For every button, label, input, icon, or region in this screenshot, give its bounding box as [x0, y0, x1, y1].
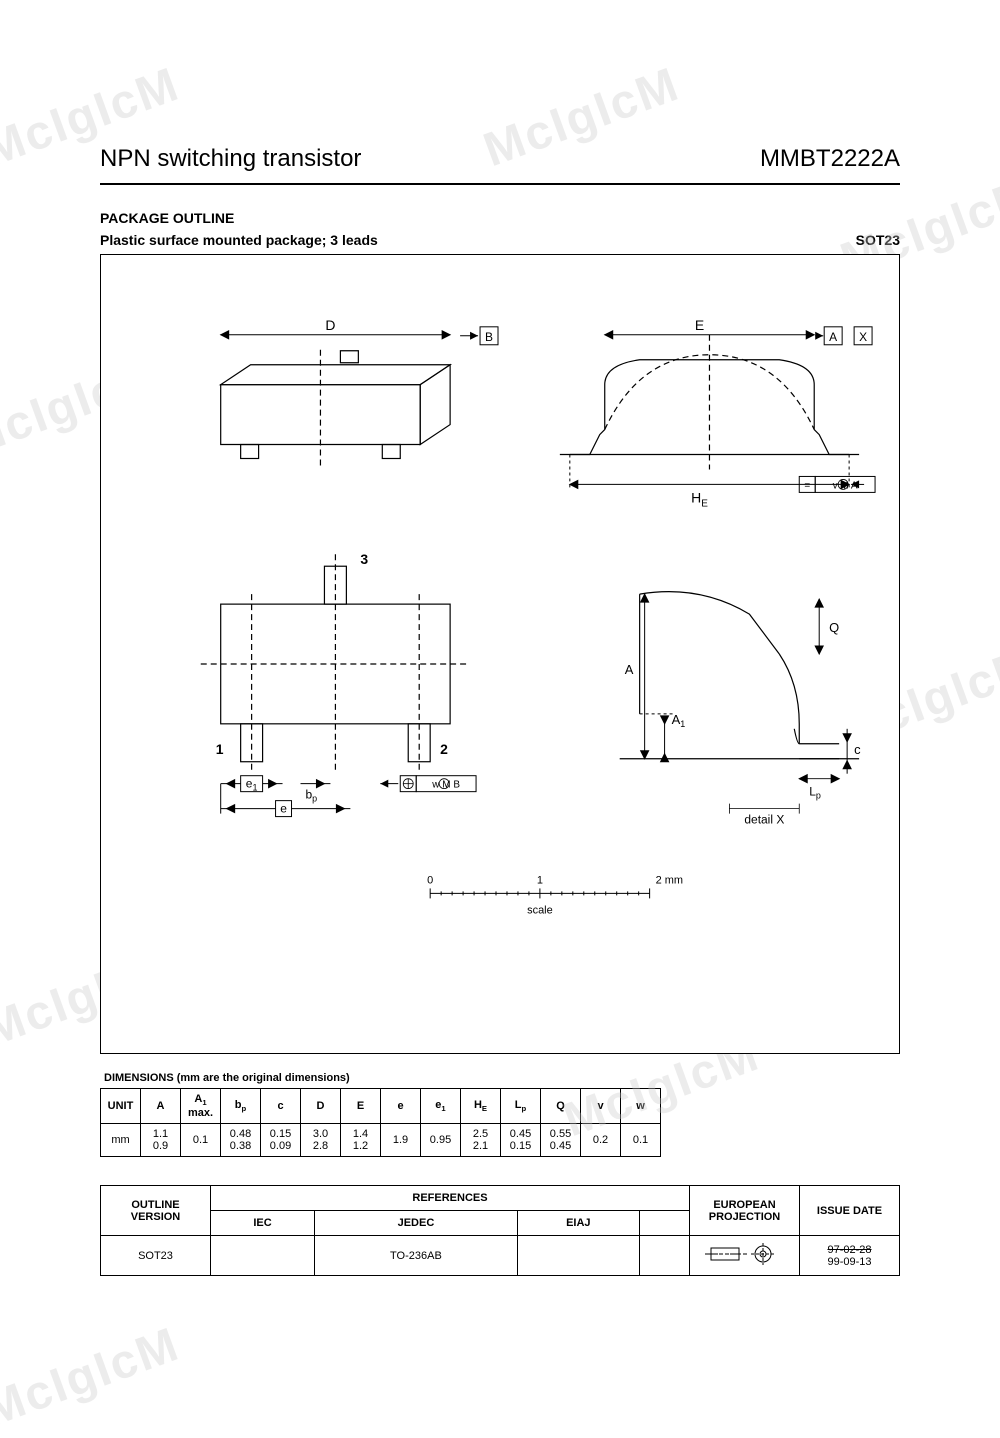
dims-e1: 0.95 [421, 1124, 461, 1157]
pin-1: 1 [216, 741, 224, 757]
pin-2: 2 [440, 741, 448, 757]
dims-h-unit: UNIT [101, 1089, 141, 1124]
svg-text:bp: bp [305, 788, 317, 804]
dims-unit: mm [101, 1124, 141, 1157]
doc-title-left: NPN switching transistor [100, 145, 361, 173]
dims-h-e1: e1 [421, 1089, 461, 1124]
refs-projection-symbol [690, 1236, 800, 1276]
package-svg: D B E A X HE [101, 255, 899, 1053]
dims-h-bp: bp [221, 1089, 261, 1124]
dim-D-label: D [325, 317, 335, 333]
dims-h-A1: A1max. [181, 1089, 221, 1124]
dim-Q: Q [829, 620, 839, 635]
refs-h-outline: OUTLINEVERSION [101, 1186, 211, 1236]
references-table: OUTLINEVERSION REFERENCES EUROPEANPROJEC… [100, 1185, 900, 1276]
doc-title-right: MMBT2222A [760, 145, 900, 173]
top-view [201, 554, 470, 773]
dims-bp: 0.480.38 [221, 1124, 261, 1157]
scale-label: scale [527, 904, 553, 916]
header-rule [100, 183, 900, 185]
refs-jedec: TO-236AB [315, 1236, 518, 1276]
detail-x-label: detail X [744, 813, 784, 827]
dims-h-E: E [341, 1089, 381, 1124]
side-profile [560, 335, 859, 470]
dims-v: 0.2 [581, 1124, 621, 1157]
refs-h-references: REFERENCES [211, 1186, 690, 1211]
dim-c: c [854, 742, 861, 757]
projection-icon [705, 1242, 785, 1266]
dim-E-label: E [695, 317, 704, 333]
refs-h-eiaj: EIAJ [517, 1211, 639, 1236]
dims-Q: 0.550.45 [541, 1124, 581, 1157]
refs-version: SOT23 [101, 1236, 211, 1276]
dims-c: 0.150.09 [261, 1124, 301, 1157]
dims-A: 1.10.9 [141, 1124, 181, 1157]
svg-text:e: e [280, 802, 287, 816]
pin-3: 3 [360, 551, 368, 567]
dim-A: A [625, 662, 634, 677]
page-header: NPN switching transistor MMBT2222A [100, 145, 900, 173]
dims-h-e: e [381, 1089, 421, 1124]
dims-h-D: D [301, 1089, 341, 1124]
refs-h-issue: ISSUE DATE [800, 1186, 900, 1236]
subtitle-left: Plastic surface mounted package; 3 leads [100, 232, 378, 248]
dims-row-mm: mm 1.10.9 0.1 0.480.38 0.150.09 3.02.8 1… [101, 1124, 661, 1157]
refs-h-jedec: JEDEC [315, 1211, 518, 1236]
tol-wMB: w M B [431, 780, 460, 791]
detail-X-ref: X [859, 330, 867, 344]
svg-text:0: 0 [427, 874, 433, 886]
dims-A1: 0.1 [181, 1124, 221, 1157]
refs-h-projection: EUROPEANPROJECTION [690, 1186, 800, 1236]
refs-eiaj [517, 1236, 639, 1276]
detail-x [620, 592, 859, 759]
dims-Lp: 0.450.15 [501, 1124, 541, 1157]
refs-row: SOT23 TO-236AB 97-02-28 99-09-13 [101, 1236, 900, 1276]
package-drawing: D B E A X HE [100, 254, 900, 1054]
dims-caption: DIMENSIONS (mm are the original dimensio… [104, 1072, 900, 1084]
svg-text:2 mm: 2 mm [656, 874, 683, 886]
iso-view [201, 350, 460, 470]
dims-E: 1.41.2 [341, 1124, 381, 1157]
refs-dates: 97-02-28 99-09-13 [800, 1236, 900, 1276]
dims-h-c: c [261, 1089, 301, 1124]
dims-D: 3.02.8 [301, 1124, 341, 1157]
svg-text:A1: A1 [672, 712, 686, 729]
dim-HE: H [691, 489, 701, 505]
datum-B: B [485, 330, 493, 344]
dims-h-A: A [141, 1089, 181, 1124]
dims-h-Lp: Lp [501, 1089, 541, 1124]
subtitle-right: SOT23 [856, 232, 900, 248]
svg-text:=: = [804, 480, 810, 491]
subtitle-row: Plastic surface mounted package; 3 leads… [100, 232, 900, 248]
dims-h-v: v [581, 1089, 621, 1124]
dims-w: 0.1 [621, 1124, 661, 1157]
dims-e: 1.9 [381, 1124, 421, 1157]
dims-h-Q: Q [541, 1089, 581, 1124]
refs-h-blank [639, 1211, 689, 1236]
refs-iec [211, 1236, 315, 1276]
dims-HE: 2.52.1 [461, 1124, 501, 1157]
svg-text:Lp: Lp [809, 785, 821, 801]
datum-A: A [829, 330, 837, 344]
svg-text:1: 1 [537, 874, 543, 886]
dims-h-HE: HE [461, 1089, 501, 1124]
dimensions-table: UNIT A A1max. bp c D E e e1 HE Lp Q v w … [100, 1088, 661, 1157]
svg-text:HE: HE [691, 489, 708, 509]
dims-h-w: w [621, 1089, 661, 1124]
refs-blank [639, 1236, 689, 1276]
scale-bar [430, 888, 649, 898]
refs-h-iec: IEC [211, 1211, 315, 1236]
watermark: McIgIcM [0, 1317, 187, 1438]
section-title: PACKAGE OUTLINE [100, 210, 900, 226]
